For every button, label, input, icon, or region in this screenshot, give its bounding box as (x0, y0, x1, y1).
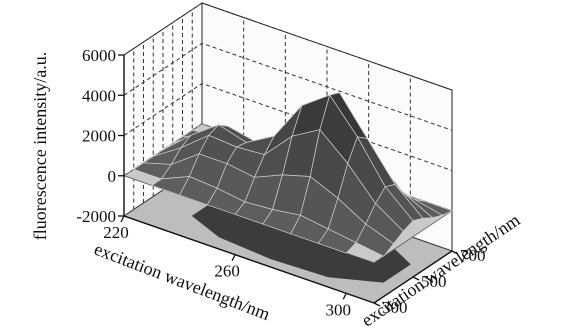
surface-cell (355, 223, 394, 257)
wall-gridline (123, 82, 453, 171)
y-axis: 300 500 700 (373, 246, 486, 317)
x-axis-line (123, 215, 375, 304)
floor-projection-contour (191, 202, 411, 283)
x-tick (342, 293, 347, 300)
z-tick-label: 6000 (82, 46, 116, 65)
wall-gridline (123, 2, 453, 91)
x-tick-label: 220 (103, 223, 129, 242)
y-tick-label: 700 (460, 246, 486, 265)
z-tick-label: -2000 (76, 207, 116, 226)
z-tick-label: 2000 (82, 127, 116, 146)
y-tick-label: 500 (421, 272, 447, 291)
x-tick (120, 215, 125, 223)
wall-gridline (123, 42, 453, 131)
z-tick-label: 0 (108, 167, 117, 186)
x-axis: 220 260 300 (103, 215, 375, 319)
z-axis: -2000 0 2000 4000 6000 (76, 46, 125, 226)
z-axis-label: fluorescence intensity/a.u. (30, 52, 50, 240)
x-tick-label: 260 (214, 262, 240, 281)
surface-cell (317, 228, 357, 254)
x-tick-label: 300 (325, 300, 351, 319)
z-tick-label: 4000 (82, 86, 116, 105)
x-tick (231, 254, 236, 261)
y-tick (451, 250, 459, 255)
surface-mesh (133, 92, 453, 257)
y-tick (412, 276, 420, 281)
y-tick-label: 300 (382, 298, 408, 317)
y-tick (373, 302, 381, 307)
